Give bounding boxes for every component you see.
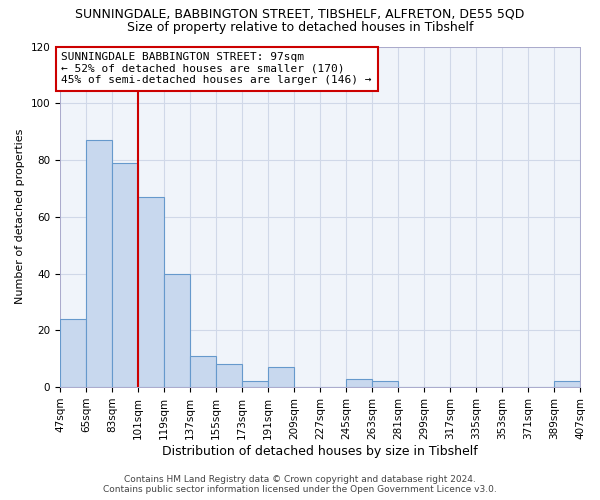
Y-axis label: Number of detached properties: Number of detached properties <box>15 129 25 304</box>
Bar <box>164 274 190 387</box>
Bar <box>60 319 86 387</box>
Bar <box>138 197 164 387</box>
Bar <box>112 163 138 387</box>
Text: Size of property relative to detached houses in Tibshelf: Size of property relative to detached ho… <box>127 21 473 34</box>
Bar <box>346 378 372 387</box>
Text: SUNNINGDALE, BABBINGTON STREET, TIBSHELF, ALFRETON, DE55 5QD: SUNNINGDALE, BABBINGTON STREET, TIBSHELF… <box>76 8 524 20</box>
Text: SUNNINGDALE BABBINGTON STREET: 97sqm
← 52% of detached houses are smaller (170)
: SUNNINGDALE BABBINGTON STREET: 97sqm ← 5… <box>61 52 372 86</box>
Text: Contains HM Land Registry data © Crown copyright and database right 2024.
Contai: Contains HM Land Registry data © Crown c… <box>103 474 497 494</box>
Bar <box>242 382 268 387</box>
Bar <box>216 364 242 387</box>
Bar <box>268 367 294 387</box>
X-axis label: Distribution of detached houses by size in Tibshelf: Distribution of detached houses by size … <box>162 444 478 458</box>
Bar <box>554 382 580 387</box>
Bar <box>190 356 216 387</box>
Bar <box>86 140 112 387</box>
Bar <box>372 382 398 387</box>
